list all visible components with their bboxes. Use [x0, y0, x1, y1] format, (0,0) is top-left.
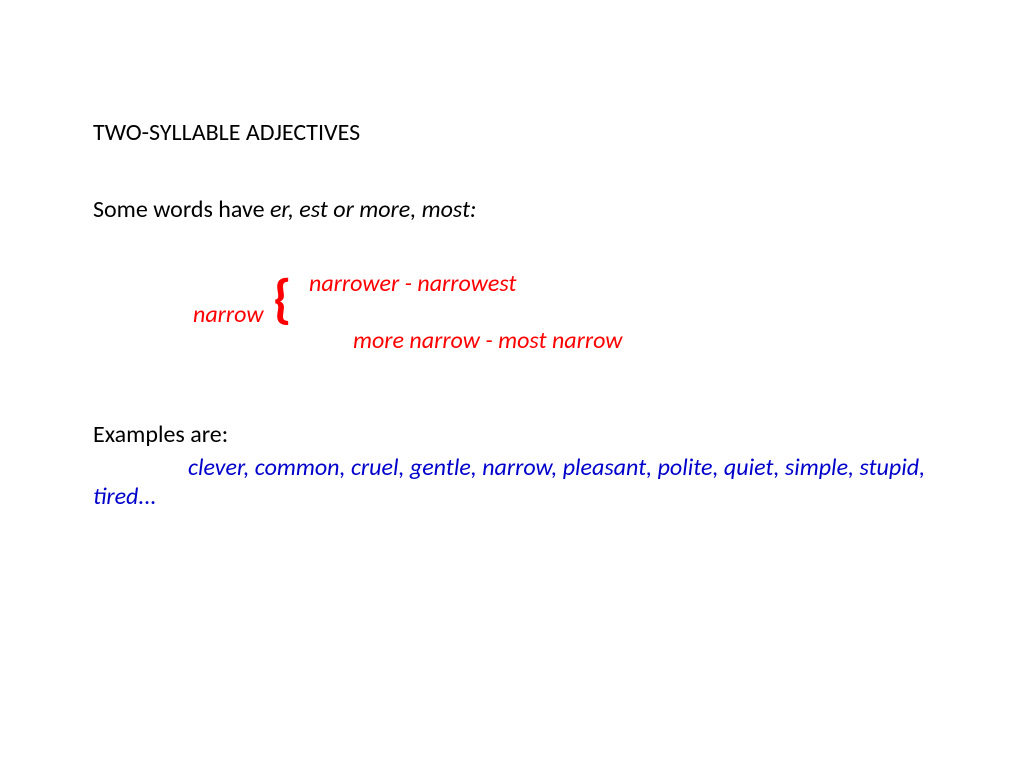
examples-line-2: tired...: [93, 482, 984, 511]
slide-title: TWO-SYLLABLE ADJECTIVES: [93, 118, 984, 147]
examples-label: Examples are:: [93, 420, 984, 449]
intro-line: Some words have er, est or more, most:: [93, 195, 984, 224]
examples-text-1: clever, common, cruel, gentle, narrow, p…: [188, 453, 925, 482]
option-er-est: narrower - narrowest: [309, 269, 516, 298]
brace-symbol: {: [273, 266, 292, 332]
option-more-most: more narrow - most narrow: [353, 326, 622, 355]
examples-text-2: tired...: [93, 482, 157, 511]
intro-plain: Some words have: [93, 195, 270, 224]
slide-content: TWO-SYLLABLE ADJECTIVES Some words have …: [93, 118, 984, 511]
narrow-diagram: narrow { narrower - narrowest more narro…: [93, 272, 984, 362]
base-word: narrow: [193, 300, 264, 329]
intro-italic: er, est or more, most:: [270, 195, 477, 224]
examples-line-1: clever, common, cruel, gentle, narrow, p…: [93, 453, 984, 482]
